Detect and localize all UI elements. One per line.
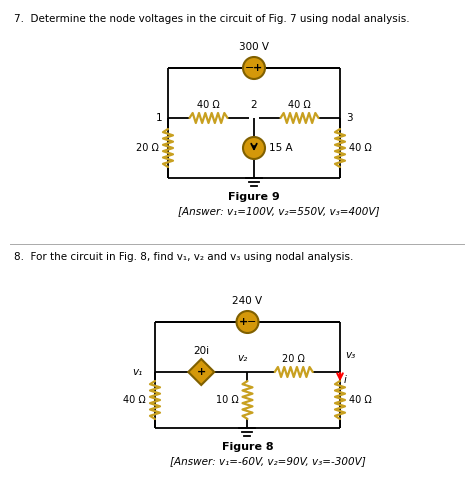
Text: 240 V: 240 V <box>232 296 263 306</box>
Text: 40 Ω: 40 Ω <box>288 100 311 110</box>
Text: +: + <box>239 317 248 327</box>
Text: 40 Ω: 40 Ω <box>123 395 146 405</box>
Text: Figure 8: Figure 8 <box>222 442 273 452</box>
Text: 10 Ω: 10 Ω <box>216 395 238 405</box>
Text: v₃: v₃ <box>345 350 355 360</box>
Text: 40 Ω: 40 Ω <box>197 100 220 110</box>
Text: 20 Ω: 20 Ω <box>283 354 305 364</box>
Text: 40 Ω: 40 Ω <box>349 143 372 153</box>
Text: [Answer: v₁=100V, v₂=550V, v₃=400V]: [Answer: v₁=100V, v₂=550V, v₃=400V] <box>178 206 380 216</box>
Text: i: i <box>344 375 347 385</box>
Text: 300 V: 300 V <box>239 42 269 52</box>
Circle shape <box>243 137 265 159</box>
Text: 2: 2 <box>251 100 257 110</box>
Text: v₂: v₂ <box>237 353 247 363</box>
Text: 15 A: 15 A <box>269 143 292 153</box>
Text: 20 Ω: 20 Ω <box>136 143 159 153</box>
Text: −: − <box>247 317 256 327</box>
Polygon shape <box>188 359 214 385</box>
Text: [Answer: v₁=-60V, v₂=90V, v₃=-300V]: [Answer: v₁=-60V, v₂=90V, v₃=-300V] <box>170 456 365 466</box>
Text: +: + <box>197 367 206 377</box>
Text: Figure 9: Figure 9 <box>228 192 280 202</box>
Text: 7.  Determine the node voltages in the circuit of Fig. 7 using nodal analysis.: 7. Determine the node voltages in the ci… <box>14 14 410 24</box>
Text: 8.  For the circuit in Fig. 8, find v₁, v₂ and v₃ using nodal analysis.: 8. For the circuit in Fig. 8, find v₁, v… <box>14 252 354 262</box>
Text: 1: 1 <box>155 113 162 123</box>
Text: 3: 3 <box>346 113 353 123</box>
Text: 20i: 20i <box>193 346 210 356</box>
Text: +: + <box>254 63 263 73</box>
Text: 40 Ω: 40 Ω <box>349 395 372 405</box>
Text: −: − <box>246 63 255 73</box>
Text: v₁: v₁ <box>133 367 143 377</box>
Circle shape <box>237 311 258 333</box>
Circle shape <box>243 57 265 79</box>
